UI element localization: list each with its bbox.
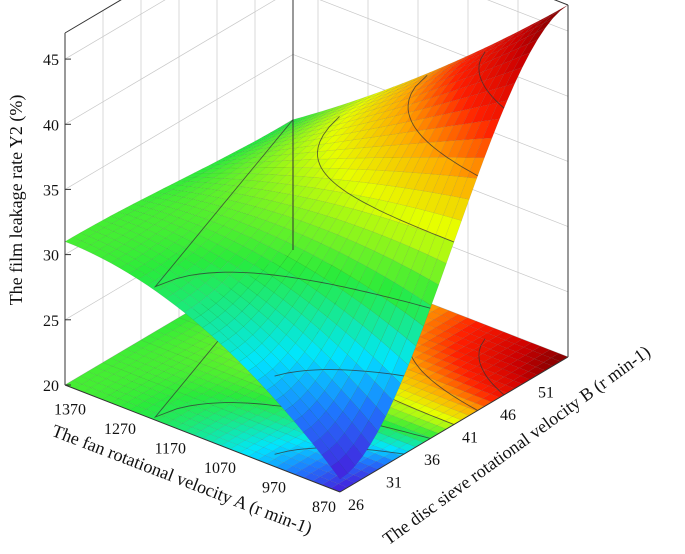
surface-contour-line	[478, 51, 505, 109]
tick-labels: 20 25 30 35 40 45 870 970 1070 1170 1270 1370 26 31 36…	[43, 52, 554, 516]
z-tick-label: 40	[43, 117, 59, 134]
surface-contour-line	[317, 116, 455, 243]
surface-cell	[551, 4, 569, 16]
b-tick-label: 41	[462, 430, 478, 447]
floor-contour-line	[478, 338, 505, 396]
axis-a-line	[64, 384, 341, 493]
surface-cell	[349, 96, 367, 105]
frame-edge	[553, 0, 569, 6]
grid-line	[487, 0, 569, 32]
b-tick-label: 51	[538, 385, 554, 402]
a-tick-label: 1070	[204, 460, 236, 477]
a-tick-label: 1370	[54, 402, 86, 419]
surface-contours	[153, 51, 505, 377]
b-tick-label: 36	[424, 452, 440, 469]
surface-cell	[376, 86, 394, 95]
surface-contour-line	[274, 369, 405, 377]
surface-contour-line	[153, 119, 431, 309]
b-tick-label: 26	[348, 497, 364, 514]
z-tick-label: 45	[43, 52, 59, 69]
axis-frame	[64, 0, 569, 493]
response-surface	[64, 4, 569, 480]
a-tick-label: 970	[262, 480, 286, 497]
b-tick-label: 31	[386, 475, 402, 492]
z-tick-label: 20	[43, 378, 59, 395]
a-tick-label: 1170	[155, 441, 186, 458]
axis-b-line	[339, 356, 569, 493]
z-axis-title: The film leakage rate Y2 (%)	[6, 95, 27, 306]
b-tick-label: 46	[500, 407, 516, 424]
z-tick-label: 35	[43, 182, 59, 199]
a-tick-label: 870	[312, 499, 336, 516]
surface-cell	[541, 9, 559, 21]
frame-edge	[64, 0, 122, 34]
surface-contour-line	[407, 74, 478, 177]
z-tick-label: 25	[43, 313, 59, 330]
a-tick-label: 1270	[104, 421, 136, 438]
grid-line	[319, 0, 569, 97]
z-tick-label: 30	[43, 248, 59, 265]
surface-cell	[523, 19, 541, 31]
